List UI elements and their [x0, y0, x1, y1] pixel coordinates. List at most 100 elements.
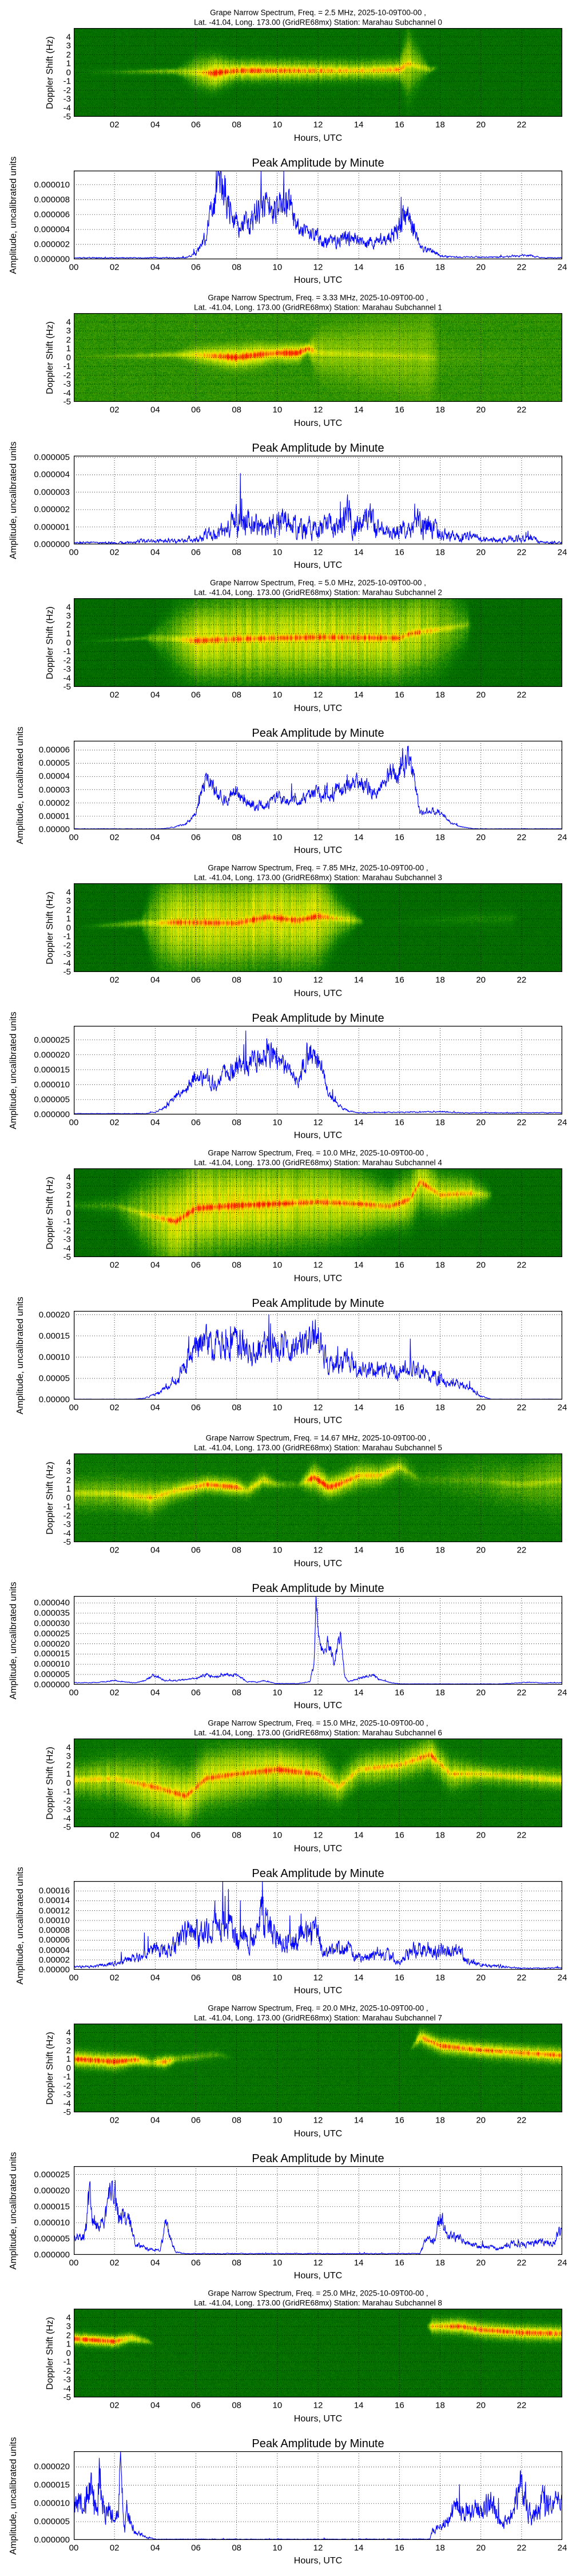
y-tick-label: 0.00020 — [38, 1310, 70, 1320]
x-tick-label: 08 — [232, 120, 241, 130]
y-tick-label: -2 — [63, 85, 71, 95]
y-tick-label: -4 — [63, 673, 71, 683]
amplitude-plot — [74, 456, 562, 544]
x-tick-label: 22 — [517, 262, 527, 272]
x-tick-label: 18 — [435, 2400, 445, 2411]
x-tick-label: 12 — [313, 2258, 323, 2268]
x-tick-label: 14 — [353, 547, 364, 558]
amplitude-line — [74, 2180, 562, 2255]
x-tick-label: 02 — [109, 2115, 120, 2125]
x-tick-label: 12 — [313, 1830, 323, 1840]
y-tick-label: 0.000005 — [34, 1095, 70, 1105]
amplitude-title: Peak Amplitude by Minute — [252, 1012, 384, 1025]
plot-frame — [74, 1739, 562, 1827]
x-tick-label: 14 — [353, 1830, 364, 1840]
x-tick-label: 10 — [272, 2400, 283, 2411]
y-tick-label: 0.000000 — [34, 539, 70, 550]
x-tick-label: 20 — [476, 975, 486, 985]
y-tick-label: -5 — [63, 2392, 71, 2403]
y-tick-label: 0.000005 — [34, 1669, 70, 1680]
y-tick-label: -2 — [63, 370, 71, 380]
x-tick-label: 12 — [313, 690, 323, 700]
x-tick-label: 22 — [517, 120, 527, 130]
x-tick-label: 00 — [69, 1117, 79, 1128]
channel-panel: Grape Narrow Spectrum, Freq. = 3.33 MHz,… — [0, 285, 572, 570]
x-tick-label: 04 — [150, 1688, 160, 1698]
x-tick-label: 12 — [313, 1260, 323, 1270]
y-tick-label: 3 — [66, 2321, 71, 2332]
x-tick-label: 20 — [476, 1688, 486, 1698]
x-tick-label: 02 — [109, 832, 120, 843]
y-tick-label: 0 — [66, 2348, 71, 2358]
y-axis-label: Amplitude, uncalibrated units — [9, 156, 18, 274]
x-tick-label: 06 — [191, 2400, 201, 2411]
y-tick-label: 1 — [66, 1769, 71, 1779]
x-tick-label: 08 — [232, 2543, 241, 2553]
x-tick-label: 24 — [557, 832, 567, 843]
x-tick-label: 18 — [435, 690, 445, 700]
x-tick-label: 02 — [109, 120, 120, 130]
y-tick-label: -5 — [63, 1822, 71, 1832]
x-tick-label: 08 — [232, 1117, 241, 1128]
y-tick-label: -4 — [63, 1528, 71, 1538]
x-tick-label: 20 — [476, 2115, 486, 2125]
channel-panel: Grape Narrow Spectrum, Freq. = 5.0 MHz, … — [0, 570, 572, 855]
plot-frame — [74, 883, 562, 972]
x-tick-label: 02 — [109, 2543, 120, 2553]
x-tick-label: 14 — [353, 2115, 364, 2125]
y-tick-label: -3 — [63, 1234, 71, 1244]
x-tick-label: 08 — [232, 1260, 241, 1270]
x-tick-label: 04 — [150, 262, 160, 272]
x-tick-label: 18 — [435, 120, 445, 130]
x-tick-label: 22 — [517, 1545, 527, 1555]
x-tick-label: 12 — [313, 1973, 323, 1983]
x-tick-label: 18 — [435, 262, 445, 272]
x-tick-label: 12 — [313, 2115, 323, 2125]
y-tick-label: -2 — [63, 1796, 71, 1805]
x-tick-label: 16 — [394, 2543, 404, 2553]
channel-panel: Grape Narrow Spectrum, Freq. = 2.5 MHz, … — [0, 0, 572, 285]
x-tick-label: 20 — [476, 1973, 486, 1983]
x-tick-label: 16 — [394, 262, 404, 272]
y-tick-label: -5 — [63, 1537, 71, 1547]
x-tick-label: 22 — [517, 1688, 527, 1698]
plot-frame — [74, 2451, 562, 2540]
x-tick-label: 04 — [150, 2400, 160, 2411]
x-tick-label: 14 — [353, 1973, 364, 1983]
y-tick-label: -5 — [63, 397, 71, 407]
x-tick-label: 04 — [150, 120, 160, 130]
spectrogram-title-line2: Lat. -41.04, Long. 173.00 (GridRE68mx) S… — [194, 18, 442, 27]
y-tick-label: 0.000010 — [34, 180, 70, 190]
amplitude-plot — [74, 741, 562, 829]
plot-frame — [74, 1026, 562, 1115]
y-tick-label: 0.00004 — [38, 771, 70, 781]
y-tick-label: 3 — [66, 1751, 71, 1761]
x-axis-label: Hours, UTC — [293, 418, 343, 428]
x-tick-label: 12 — [313, 120, 323, 130]
x-tick-label: 20 — [476, 832, 486, 843]
x-tick-label: 10 — [272, 832, 283, 843]
x-axis-label: Hours, UTC — [293, 2556, 343, 2566]
plot-frame — [74, 2309, 562, 2397]
x-tick-label: 20 — [476, 2400, 486, 2411]
amplitude-title: Peak Amplitude by Minute — [252, 2152, 384, 2165]
plot-background — [74, 1311, 562, 1400]
x-tick-label: 16 — [394, 832, 404, 843]
amplitude-line — [74, 1596, 562, 1685]
y-tick-label: 2 — [66, 1760, 71, 1770]
x-axis-label: Hours, UTC — [293, 2414, 343, 2424]
spectrogram-grid — [74, 1453, 562, 1542]
y-tick-label: 1 — [66, 58, 71, 69]
y-tick-label: 0.00015 — [38, 1331, 70, 1341]
y-tick-label: 4 — [66, 1743, 71, 1752]
x-tick-label: 04 — [150, 690, 160, 700]
y-tick-label: -4 — [63, 388, 71, 398]
x-axis-label: Hours, UTC — [293, 1844, 343, 1854]
x-tick-label: 00 — [69, 1973, 79, 1983]
amplitude-title: Peak Amplitude by Minute — [252, 1582, 384, 1595]
x-tick-label: 22 — [517, 832, 527, 843]
x-axis-label: Hours, UTC — [293, 275, 343, 285]
x-tick-label: 16 — [394, 1973, 404, 1983]
x-tick-label: 14 — [353, 120, 364, 130]
plot-background — [74, 741, 562, 829]
